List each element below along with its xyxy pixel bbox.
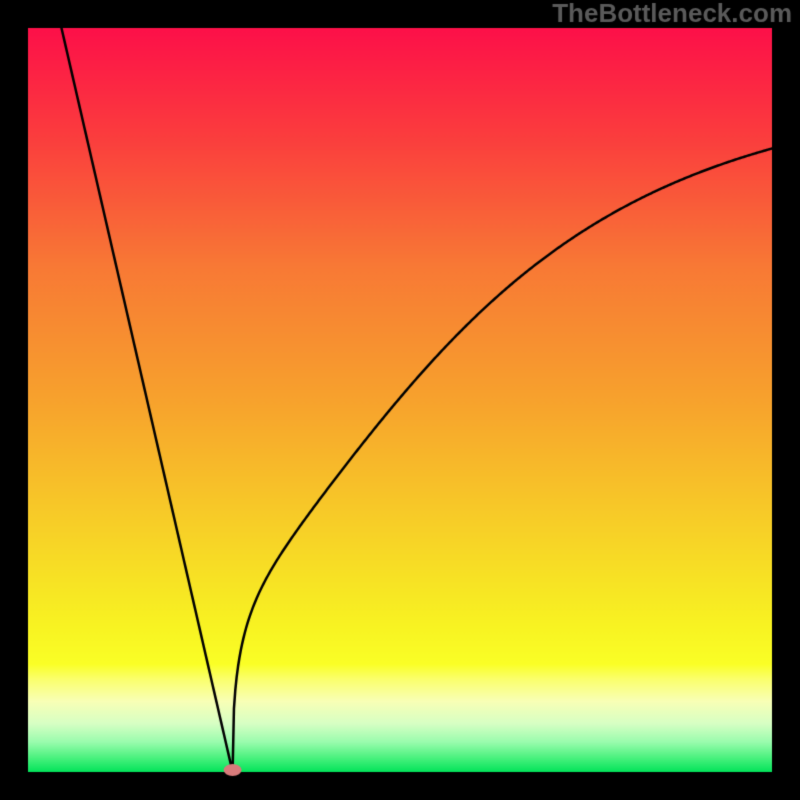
bottleneck-chart xyxy=(0,0,800,800)
